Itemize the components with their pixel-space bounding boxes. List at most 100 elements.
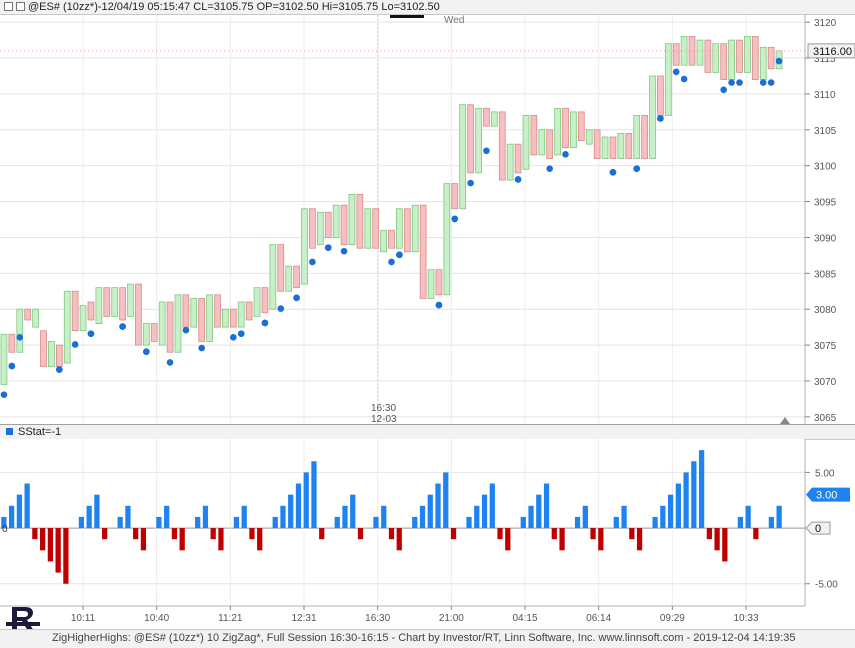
indicator-bar[interactable] [481, 494, 488, 529]
price-bar[interactable] [182, 294, 190, 328]
price-bar[interactable] [324, 211, 332, 238]
price-bar[interactable] [514, 143, 522, 174]
price-bar[interactable] [411, 204, 419, 253]
indicator-bar[interactable] [133, 528, 139, 540]
price-bar[interactable] [16, 308, 24, 353]
indicator-bar[interactable] [412, 516, 418, 529]
indicator-bar[interactable] [102, 528, 108, 540]
indicator-bar[interactable] [63, 528, 69, 584]
price-bar[interactable] [696, 39, 704, 66]
indicator-bar[interactable] [78, 516, 85, 529]
price-bar[interactable] [767, 46, 775, 70]
price-bar[interactable] [285, 265, 293, 292]
indicator-bar[interactable] [388, 528, 395, 540]
indicator-bar[interactable] [427, 494, 433, 529]
indicator-bar[interactable] [86, 505, 92, 529]
price-bar[interactable] [301, 208, 308, 285]
price-bar[interactable] [475, 107, 482, 174]
price-bar[interactable] [166, 301, 174, 353]
minimize-icon[interactable] [4, 2, 13, 11]
indicator-bar[interactable] [489, 483, 495, 529]
price-bar[interactable] [601, 136, 609, 159]
price-bar[interactable] [419, 204, 427, 299]
indicator-color-icon[interactable] [6, 428, 13, 435]
indicator-bar[interactable] [574, 516, 581, 529]
price-bar[interactable] [467, 104, 474, 174]
indicator-bar[interactable] [140, 528, 147, 551]
price-bar[interactable] [704, 39, 712, 73]
price-bar[interactable] [483, 107, 490, 127]
indicator-bar[interactable] [683, 472, 689, 529]
indicator-bar[interactable] [450, 528, 457, 540]
indicator-bar[interactable] [350, 494, 356, 529]
indicator-bar[interactable] [16, 494, 23, 529]
indicator-bar[interactable] [768, 516, 774, 529]
price-bar[interactable] [585, 129, 593, 145]
price-bar[interactable] [664, 43, 672, 116]
price-chart[interactable]: 3120 3115 3110 3105 3100 3095 3090 3085 3080 3075… [0, 15, 855, 424]
price-bar[interactable] [451, 183, 459, 210]
indicator-bar[interactable] [94, 494, 100, 529]
price-bar[interactable] [127, 283, 134, 317]
price-bar[interactable] [728, 39, 735, 80]
indicator-bar[interactable] [257, 528, 263, 551]
indicator-bar[interactable] [381, 505, 387, 529]
indicator-bar[interactable] [443, 472, 449, 529]
indicator-bar[interactable] [722, 528, 728, 562]
indicator-bar[interactable] [218, 528, 224, 551]
price-bar[interactable] [530, 115, 538, 156]
indicator-bar[interactable] [210, 528, 216, 540]
price-bar[interactable] [111, 287, 119, 317]
price-bar[interactable] [229, 308, 237, 328]
indicator-bar[interactable] [559, 528, 565, 551]
price-bar[interactable] [222, 308, 229, 328]
indicator-bar[interactable] [714, 528, 720, 551]
indicator-bar[interactable] [590, 528, 596, 540]
price-bar[interactable] [744, 36, 751, 73]
price-bar[interactable] [119, 287, 126, 321]
indicator-bar[interactable] [660, 505, 666, 529]
price-bar[interactable] [498, 111, 506, 181]
price-bar[interactable] [198, 298, 206, 342]
indicator-bar[interactable] [520, 516, 526, 529]
indicator-bar[interactable] [753, 528, 759, 540]
indicator-bar[interactable] [272, 516, 278, 529]
price-bar[interactable] [316, 211, 324, 246]
indicator-bar[interactable] [171, 528, 178, 540]
price-bar[interactable] [63, 290, 71, 364]
price-bar[interactable] [0, 333, 8, 385]
indicator-bar[interactable] [528, 505, 534, 529]
indicator-bar[interactable] [396, 528, 402, 551]
scroll-triangle-icon[interactable] [780, 417, 790, 424]
indicator-bar[interactable] [40, 528, 46, 551]
indicator-bar[interactable] [373, 516, 379, 529]
indicator-bar[interactable] [737, 516, 743, 529]
indicator-bar[interactable] [474, 505, 480, 529]
price-bar[interactable] [340, 204, 348, 246]
indicator-bar[interactable] [164, 505, 170, 529]
price-bar[interactable] [332, 204, 340, 238]
indicator-bar[interactable] [9, 505, 15, 529]
indicator-bar[interactable] [241, 505, 247, 529]
price-bar[interactable] [356, 193, 364, 249]
price-bar[interactable] [649, 75, 656, 159]
indicator-bar[interactable] [621, 505, 627, 529]
indicator-bar[interactable] [47, 528, 54, 562]
price-bar[interactable] [641, 115, 648, 159]
price-bar[interactable] [103, 287, 111, 317]
price-bar[interactable] [506, 143, 514, 181]
price-bar[interactable] [261, 287, 269, 314]
price-bar[interactable] [577, 111, 585, 141]
price-bar[interactable] [135, 283, 142, 346]
indicator-bar[interactable] [629, 528, 635, 540]
indicator-bar[interactable] [466, 516, 472, 529]
price-bar[interactable] [87, 301, 95, 321]
indicator-bar[interactable] [536, 494, 542, 529]
indicator-bar[interactable] [295, 483, 302, 529]
indicator-bar[interactable] [582, 505, 588, 529]
price-bar[interactable] [672, 43, 680, 66]
price-bar[interactable] [158, 301, 166, 346]
price-bar[interactable] [490, 111, 498, 127]
price-bar[interactable] [593, 129, 601, 159]
